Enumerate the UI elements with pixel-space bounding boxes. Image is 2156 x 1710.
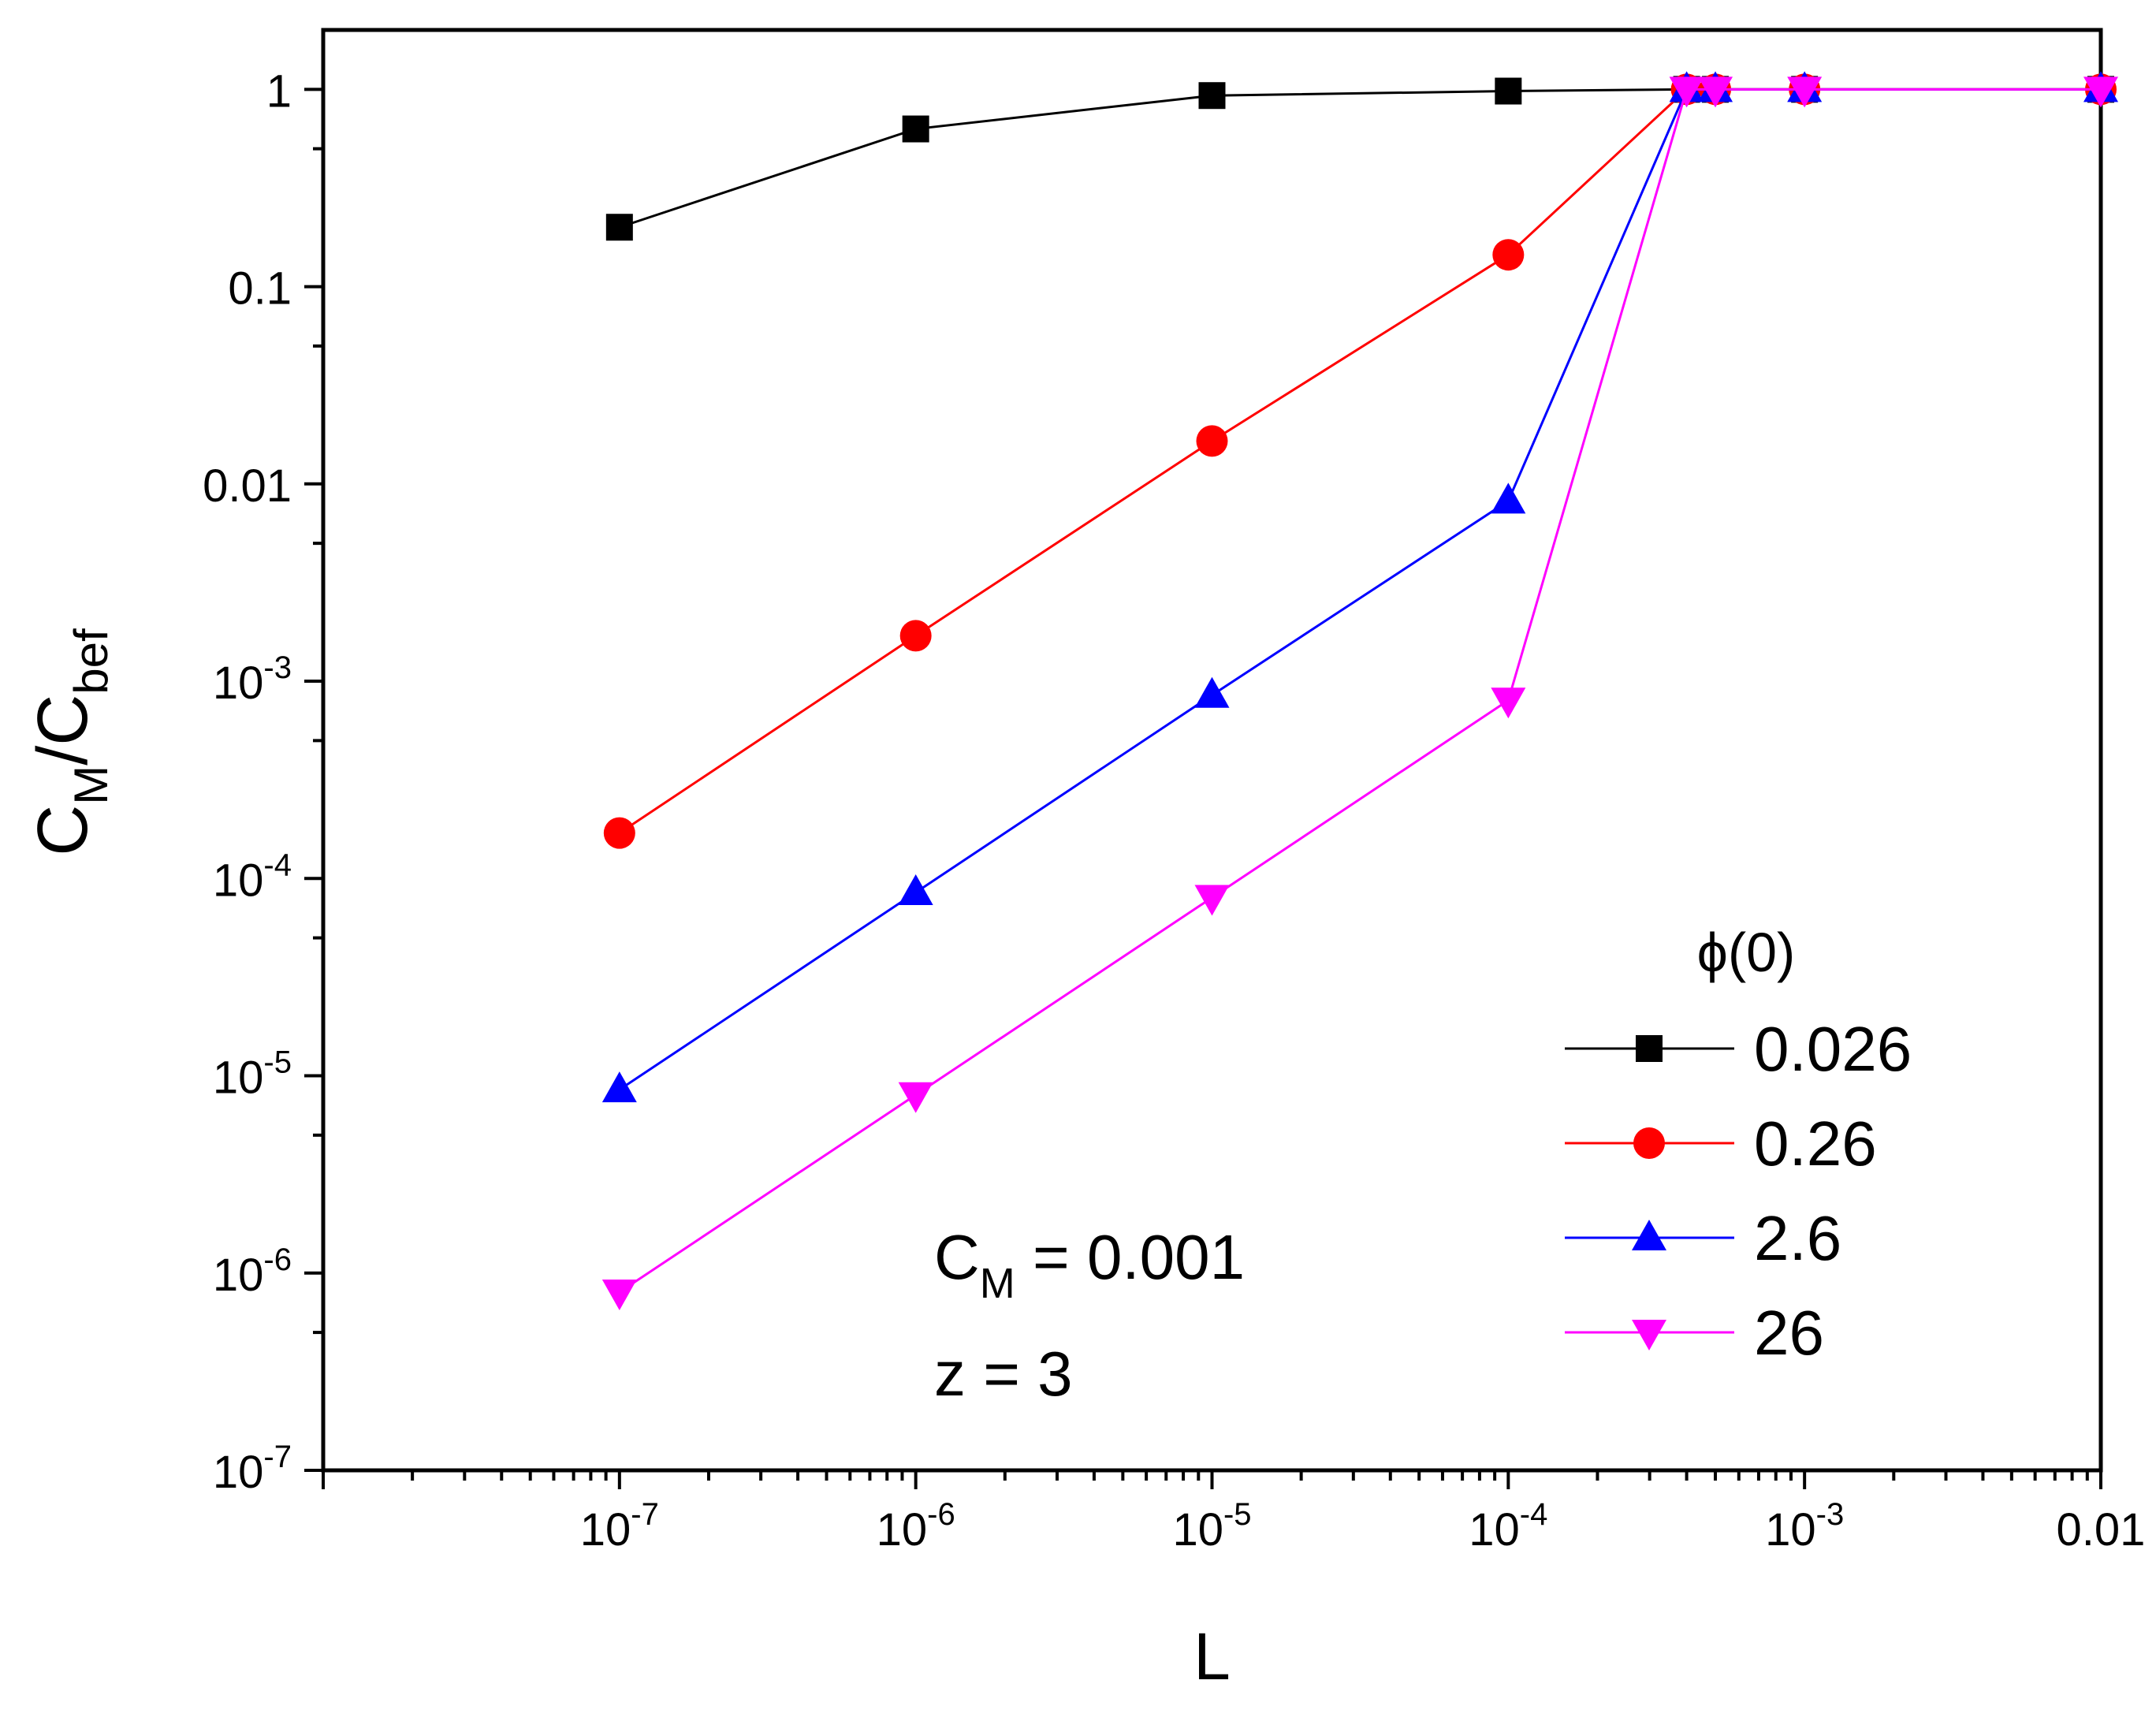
legend-label: 26 <box>1754 1298 1824 1368</box>
x-tick-label-base: 10 <box>580 1504 631 1555</box>
x-tick-label: 0.01 <box>2057 1504 2146 1555</box>
legend-marker <box>1636 1035 1663 1062</box>
legend-marker <box>1633 1127 1665 1159</box>
data-point <box>1198 82 1226 110</box>
y-tick-label-base: 10 <box>213 1250 264 1301</box>
data-point <box>1491 482 1526 514</box>
y-tick-label: 10-4 <box>213 848 292 906</box>
y-axis-title-part: / <box>24 746 102 766</box>
x-tick-label-exponent: -6 <box>927 1497 955 1532</box>
y-tick-label: 10-5 <box>213 1045 292 1104</box>
x-tick-label: 10-7 <box>580 1497 659 1555</box>
annotation: CM = 0.001 <box>934 1222 1245 1307</box>
x-tick-label-base: 10 <box>1172 1504 1223 1555</box>
y-tick-label-base: 1 <box>266 65 292 117</box>
x-tick-label-exponent: -3 <box>1816 1497 1845 1532</box>
y-tick-label: 10-7 <box>213 1440 292 1498</box>
annotation-text: z = 3 <box>934 1339 1073 1409</box>
x-tick-label-exponent: -7 <box>631 1497 659 1532</box>
data-point <box>1194 676 1230 708</box>
y-tick-label-base: 0.1 <box>228 263 292 315</box>
data-point <box>1787 76 1823 108</box>
series-0.26 <box>603 73 2117 849</box>
data-point <box>902 115 929 143</box>
legend-item: 0.026 <box>1565 1014 1912 1084</box>
data-point <box>1698 76 1733 108</box>
legend-item: 2.6 <box>1565 1203 1841 1273</box>
x-tick-label: 10-3 <box>1765 1497 1844 1555</box>
x-tick-label-base: 10 <box>1469 1504 1520 1555</box>
y-tick-label: 0.1 <box>228 263 292 315</box>
x-tick-label-exponent: -4 <box>1520 1497 1548 1532</box>
x-tick-label-base: 0.01 <box>2057 1504 2146 1555</box>
data-point <box>1491 687 1526 719</box>
series-line <box>619 88 2101 1091</box>
data-point <box>603 817 635 849</box>
data-point <box>601 1071 637 1103</box>
data-point <box>601 1280 637 1311</box>
y-tick-label-base: 10 <box>213 1447 264 1498</box>
legend-label: 0.026 <box>1754 1014 1912 1084</box>
data-point <box>898 1082 933 1113</box>
legend-marker <box>1632 1220 1666 1250</box>
data-point <box>1492 239 1525 271</box>
x-tick-label: 10-5 <box>1172 1497 1251 1555</box>
legend-label: 2.6 <box>1754 1203 1841 1273</box>
legend-label: 0.26 <box>1754 1108 1877 1179</box>
y-tick-label: 10-3 <box>213 650 292 709</box>
series-26 <box>601 76 2118 1311</box>
y-axis-title: CM/Cbef <box>24 628 117 856</box>
annotation-subscript: M <box>980 1260 1015 1307</box>
annotation-text: C <box>934 1222 980 1292</box>
data-point <box>605 214 633 241</box>
annotation: z = 3 <box>934 1339 1073 1409</box>
y-tick-label-base: 10 <box>213 1052 264 1104</box>
annotation-text: = 0.001 <box>1015 1222 1245 1292</box>
data-point <box>898 874 933 905</box>
x-tick-label-base: 10 <box>877 1504 928 1555</box>
data-point <box>899 620 932 652</box>
y-axis-title-part: C <box>24 805 102 856</box>
y-tick-label: 10-6 <box>213 1242 292 1301</box>
series-line <box>619 88 2101 229</box>
y-tick-label-base: 10 <box>213 855 264 906</box>
series-0.026 <box>605 76 2114 241</box>
legend-item: 26 <box>1565 1298 1824 1368</box>
x-tick-label: 10-6 <box>877 1497 955 1555</box>
y-tick-label-exponent: -4 <box>263 848 292 882</box>
y-axis-title-subscript: bef <box>65 628 117 695</box>
series-line <box>619 88 2101 834</box>
data-point <box>1196 425 1228 457</box>
series-2.6 <box>601 71 2118 1103</box>
y-tick-label-exponent: -7 <box>263 1440 292 1474</box>
data-point <box>1669 76 1704 108</box>
data-point <box>1194 885 1230 916</box>
x-tick-label-exponent: -5 <box>1223 1497 1252 1532</box>
y-tick-label-exponent: -3 <box>263 650 292 685</box>
x-tick-label-base: 10 <box>1765 1504 1816 1555</box>
legend-marker <box>1632 1320 1666 1350</box>
y-tick-label: 1 <box>266 65 292 117</box>
y-tick-label-base: 0.01 <box>203 460 292 512</box>
data-point <box>1495 77 1522 105</box>
legend-title: ϕ(0) <box>1697 922 1796 983</box>
y-axis-title-subscript: M <box>65 766 117 805</box>
legend-item: 0.26 <box>1565 1108 1877 1179</box>
y-tick-label-base: 10 <box>213 658 264 709</box>
data-point <box>2083 76 2118 108</box>
series-line <box>619 88 2101 1294</box>
x-axis-title: L <box>1193 1619 1231 1693</box>
x-tick-label: 10-4 <box>1469 1497 1547 1555</box>
y-tick-label-exponent: -6 <box>263 1242 292 1277</box>
y-tick-label-exponent: -5 <box>263 1045 292 1080</box>
y-tick-label: 0.01 <box>203 460 292 512</box>
y-axis-title-part: C <box>24 695 102 746</box>
